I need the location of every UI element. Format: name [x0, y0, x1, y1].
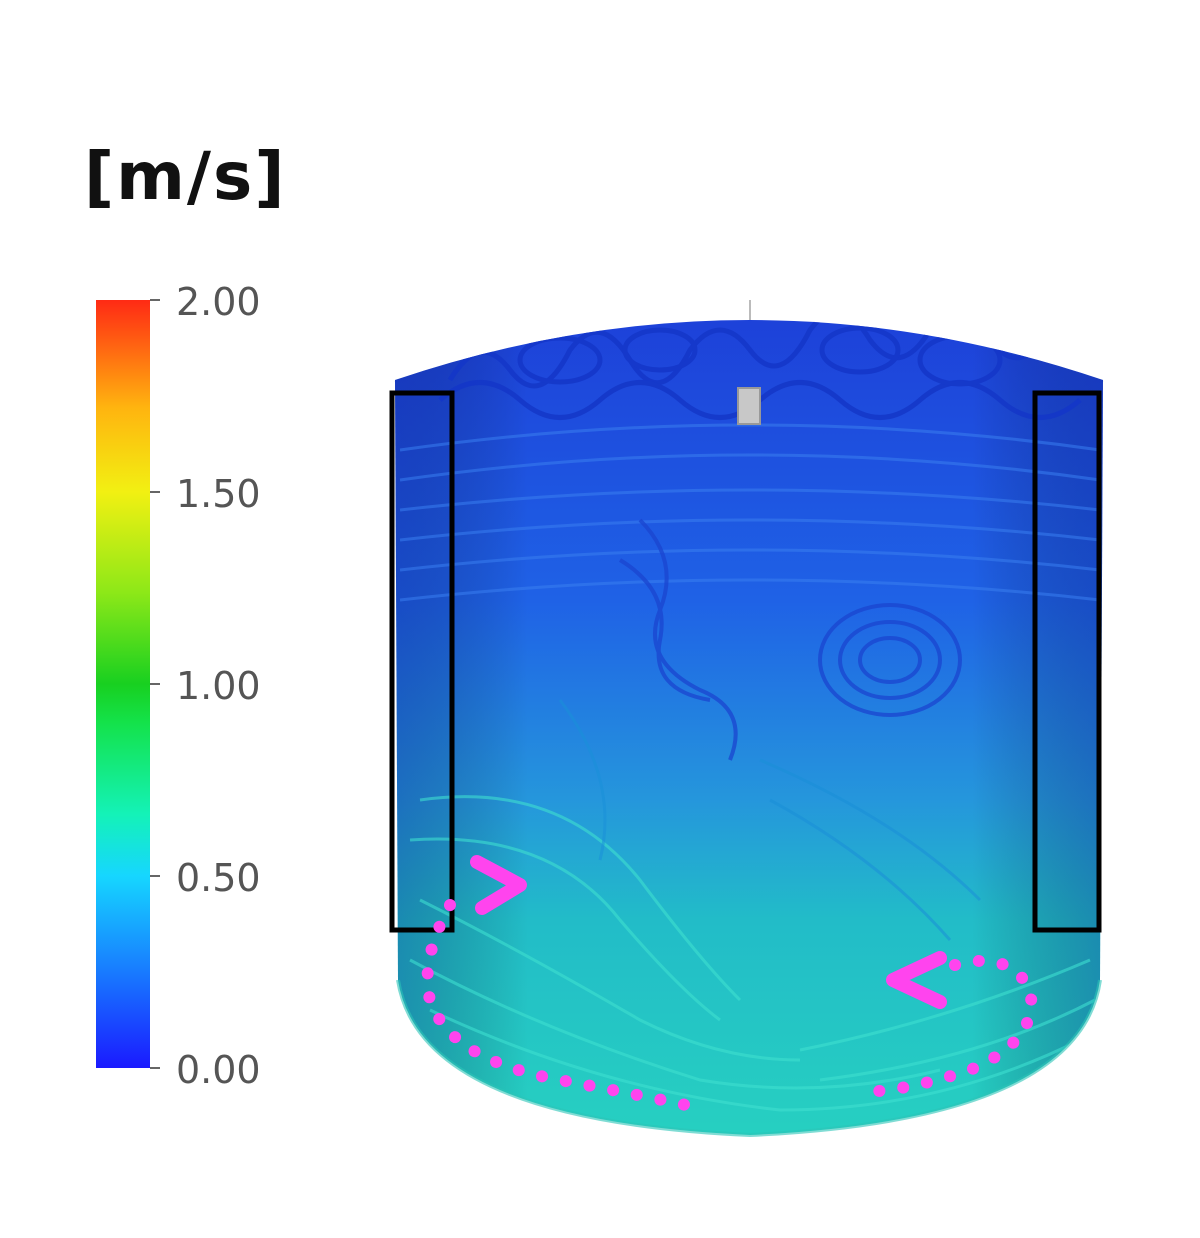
- colorbar-unit-label: [m/s]: [84, 138, 287, 215]
- right-circulation-arrow: [859, 951, 1038, 1098]
- colorbar-tick: [150, 299, 160, 301]
- vessel-bottom-edge: [396, 979, 1102, 1138]
- colorbar-tick-label-max: 2.00: [176, 280, 261, 324]
- colorbar-tick-label: 1.50: [176, 472, 261, 516]
- colorbar-tick: [150, 875, 160, 877]
- colorbar-tick: [150, 683, 160, 685]
- left-baffle-box: [389, 390, 455, 933]
- impeller-hub: [737, 387, 761, 425]
- colorbar-tick-label: 1.00: [176, 664, 261, 708]
- colorbar-tick: [150, 491, 160, 493]
- velocity-colorbar: [96, 300, 150, 1068]
- colorbar-tick-label: 0.50: [176, 856, 261, 900]
- colorbar-tick: [150, 1067, 160, 1069]
- streamline-field: [395, 320, 1103, 1135]
- right-baffle-box: [1032, 390, 1102, 933]
- colorbar-tick-label-min: 0.00: [176, 1048, 261, 1092]
- left-circulation-arrow: [421, 855, 706, 1114]
